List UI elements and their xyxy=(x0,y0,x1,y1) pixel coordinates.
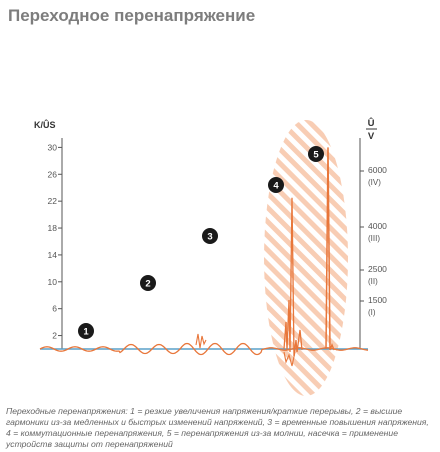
right-tick-class: (IV) xyxy=(368,178,381,187)
marker-2-circle xyxy=(140,275,156,291)
left-tick-label: 6 xyxy=(52,304,57,314)
transient-overvoltage-chart: K/ÛS ÛV 261014182226301500(I)2500(II)4000… xyxy=(34,117,387,396)
marker-5-label: 5 xyxy=(313,150,319,161)
switching-spike xyxy=(283,197,303,357)
right-tick-class: (I) xyxy=(368,308,376,317)
right-tick-class: (II) xyxy=(368,277,378,286)
left-tick-label: 26 xyxy=(48,169,58,179)
marker-1-circle xyxy=(78,323,94,339)
right-axis-title-bottom: V xyxy=(368,131,375,142)
right-tick-label: 1500 xyxy=(368,295,387,305)
left-tick-label: 10 xyxy=(48,277,58,287)
page-title: Переходное перенапряжение xyxy=(8,6,256,25)
right-axis-title-top: Û xyxy=(368,117,375,129)
switching-undershoot xyxy=(283,351,296,367)
left-axis-title: K/ÛS xyxy=(34,119,56,130)
signal-waveform xyxy=(39,342,369,356)
left-tick-label: 22 xyxy=(48,196,58,206)
marker-4-label: 4 xyxy=(273,181,279,192)
marker-2-label: 2 xyxy=(145,279,150,290)
left-tick-label: 14 xyxy=(48,250,58,260)
marker-1-label: 1 xyxy=(83,327,89,338)
marker-4-circle xyxy=(268,177,284,193)
protection-zone-hatch xyxy=(264,120,348,396)
marker-3-circle xyxy=(202,228,218,244)
lightning-spike xyxy=(325,147,335,351)
right-tick-label: 4000 xyxy=(368,221,387,231)
left-tick-label: 18 xyxy=(48,223,58,233)
marker-3-label: 3 xyxy=(207,232,212,243)
right-tick-label: 6000 xyxy=(368,165,387,175)
figure-caption: Переходные перенапряжения: 1 = резкие ув… xyxy=(6,406,429,449)
right-tick-label: 2500 xyxy=(368,264,387,274)
left-tick-label: 30 xyxy=(48,142,58,152)
right-tick-class: (III) xyxy=(368,234,380,243)
left-tick-label: 2 xyxy=(52,331,57,341)
harmonic-jitter xyxy=(195,333,207,349)
marker-5-circle xyxy=(308,146,324,162)
